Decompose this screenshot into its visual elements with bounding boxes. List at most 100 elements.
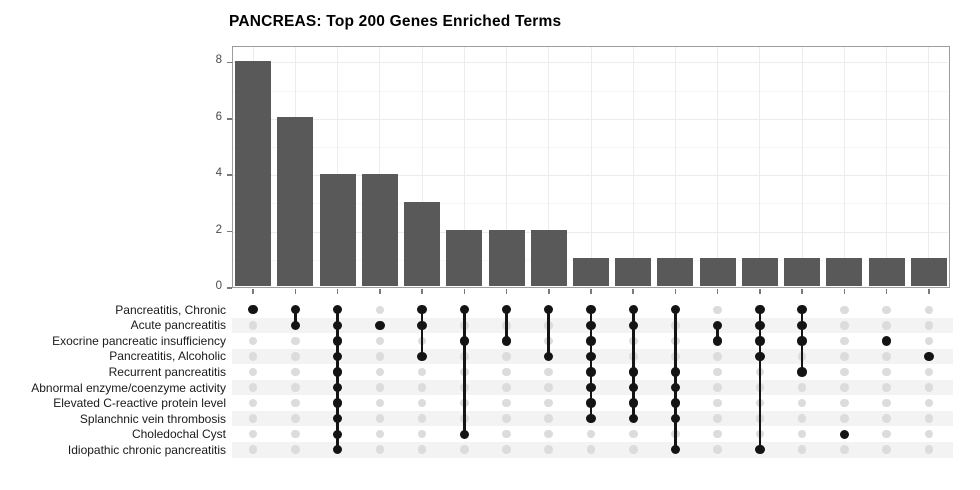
grid-line-v-major: [843, 47, 845, 286]
matrix-dot-inactive: [417, 445, 427, 455]
matrix-dot-active: [628, 305, 638, 315]
bar: [699, 258, 736, 287]
y-axis-tick: [227, 174, 232, 176]
matrix-dot-active: [797, 336, 807, 346]
matrix-dot-inactive: [291, 352, 300, 361]
matrix-dot-active: [417, 320, 427, 331]
matrix-dot-active: [417, 351, 427, 362]
matrix-dot-inactive: [840, 305, 849, 315]
matrix-connector: [589, 309, 593, 419]
matrix-dot-inactive: [924, 367, 934, 377]
matrix-dot-inactive: [713, 383, 722, 392]
matrix-dot-active: [501, 305, 512, 315]
matrix-dot-inactive: [291, 398, 300, 408]
matrix-dot-active: [501, 336, 512, 346]
matrix-dot-inactive: [840, 336, 849, 346]
grid-line-v-major: [548, 47, 550, 286]
matrix-dot-inactive: [924, 321, 934, 330]
x-axis-tick: [928, 289, 930, 294]
matrix-dot-active: [586, 351, 596, 362]
matrix-dot-inactive: [713, 305, 722, 315]
matrix-dot-active: [586, 398, 596, 408]
matrix-connector: [336, 309, 339, 450]
matrix-dot-active: [755, 351, 765, 362]
bar: [657, 258, 694, 287]
matrix-dot-active: [332, 429, 343, 439]
matrix-dot-active: [459, 429, 469, 439]
bar: [784, 258, 821, 287]
y-axis-tick: [227, 61, 232, 64]
grid-line-v-major: [463, 47, 465, 286]
bar: [235, 60, 272, 287]
matrix-dot-active: [839, 429, 850, 439]
matrix-dot-active: [713, 336, 723, 346]
matrix-dot-active: [459, 305, 469, 315]
matrix-dot-inactive: [375, 414, 385, 423]
matrix-dot-inactive: [417, 383, 427, 392]
x-axis-tick: [294, 289, 297, 294]
matrix-dot-inactive: [417, 398, 427, 408]
x-axis-tick: [421, 289, 423, 294]
x-axis-tick: [885, 289, 888, 294]
matrix-dot-inactive: [797, 429, 807, 439]
matrix-dot-active: [670, 305, 681, 315]
matrix-dot-active: [290, 320, 301, 331]
matrix-dot-inactive: [797, 398, 807, 408]
matrix-dot-active: [332, 305, 343, 315]
matrix-dot-inactive: [502, 414, 511, 423]
matrix-dot-inactive: [544, 383, 554, 392]
matrix-dot-active: [586, 367, 596, 377]
row-label: Idiopathic chronic pancreatitis: [67, 442, 226, 457]
matrix-dot-active: [332, 320, 343, 331]
bar: [910, 258, 947, 287]
matrix-dot-inactive: [291, 336, 300, 346]
y-axis-tick-label: 0: [215, 280, 222, 292]
bar: [615, 258, 652, 287]
matrix-dot-inactive: [882, 305, 891, 315]
matrix-dot-active: [332, 336, 343, 346]
matrix-dot-active: [290, 305, 301, 315]
matrix-dot-active: [332, 367, 343, 377]
matrix-dot-inactive: [375, 352, 385, 361]
matrix-connector: [674, 309, 677, 450]
matrix-connector: [547, 309, 551, 357]
x-axis-tick: [716, 289, 719, 294]
matrix-dot-inactive: [291, 367, 300, 377]
matrix-dot-inactive: [248, 321, 258, 330]
matrix-dot-inactive: [417, 414, 427, 423]
matrix-dot-inactive: [544, 445, 554, 455]
matrix-dot-inactive: [713, 398, 722, 408]
matrix-dot-inactive: [840, 398, 849, 408]
matrix-dot-inactive: [840, 321, 849, 330]
matrix-dot-inactive: [797, 414, 807, 423]
matrix-dot-active: [332, 413, 343, 424]
bar: [446, 230, 483, 287]
row-label: Exocrine pancreatic insufficiency: [52, 333, 226, 348]
matrix-dot-active: [755, 320, 765, 331]
row-label: Abnormal enzyme/coenzyme activity: [31, 380, 226, 395]
matrix-dot-active: [755, 445, 765, 455]
matrix-dot-inactive: [248, 383, 258, 392]
matrix-dot-active: [586, 336, 596, 346]
matrix-dot-active: [797, 367, 807, 377]
matrix-dot-inactive: [797, 383, 807, 392]
grid-line-v-major: [421, 47, 423, 286]
grid-line-v-major: [337, 47, 339, 286]
matrix-connector: [758, 309, 762, 450]
matrix-dot-inactive: [713, 429, 722, 439]
matrix-dot-inactive: [882, 352, 891, 361]
matrix-dot-inactive: [840, 367, 849, 377]
bar: [361, 173, 398, 287]
matrix-dot-active: [544, 305, 554, 315]
matrix-dot-inactive: [375, 336, 385, 346]
matrix-dot-inactive: [544, 367, 554, 377]
matrix-dot-inactive: [291, 429, 300, 439]
bar: [741, 258, 778, 287]
bar: [319, 173, 356, 287]
matrix-dot-active: [670, 413, 681, 424]
matrix-connector: [420, 309, 424, 357]
bar: [404, 201, 441, 287]
row-label: Pancreatitis, Chronic: [115, 302, 226, 317]
y-axis-tick: [227, 287, 232, 289]
